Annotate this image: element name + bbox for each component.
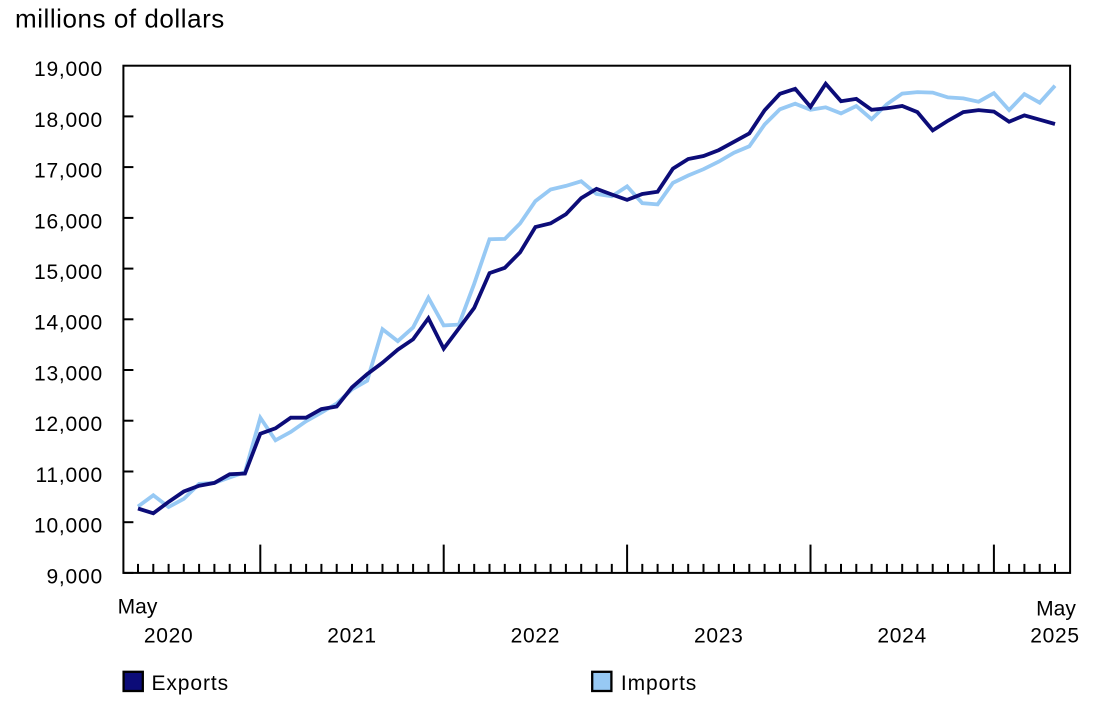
svg-text:millions of dollars: millions of dollars <box>15 3 225 33</box>
svg-text:2021: 2021 <box>327 625 377 648</box>
svg-text:Exports: Exports <box>152 672 230 695</box>
svg-text:14,000: 14,000 <box>34 312 103 335</box>
svg-text:9,000: 9,000 <box>46 565 103 588</box>
svg-text:May: May <box>1036 598 1076 621</box>
svg-text:11,000: 11,000 <box>36 464 103 487</box>
svg-text:15,000: 15,000 <box>34 261 103 284</box>
svg-text:10,000: 10,000 <box>34 515 103 538</box>
svg-text:17,000: 17,000 <box>34 160 103 183</box>
svg-text:16,000: 16,000 <box>34 210 103 233</box>
svg-text:2024: 2024 <box>877 625 927 648</box>
svg-text:12,000: 12,000 <box>34 413 103 436</box>
svg-text:Imports: Imports <box>621 672 697 695</box>
svg-text:2022: 2022 <box>511 625 561 648</box>
svg-text:May: May <box>118 596 158 619</box>
svg-text:19,000: 19,000 <box>34 58 103 81</box>
svg-text:2023: 2023 <box>694 625 744 648</box>
svg-text:2025: 2025 <box>1030 625 1080 648</box>
svg-text:18,000: 18,000 <box>34 109 103 132</box>
svg-text:2020: 2020 <box>144 625 194 648</box>
svg-text:13,000: 13,000 <box>34 362 103 385</box>
